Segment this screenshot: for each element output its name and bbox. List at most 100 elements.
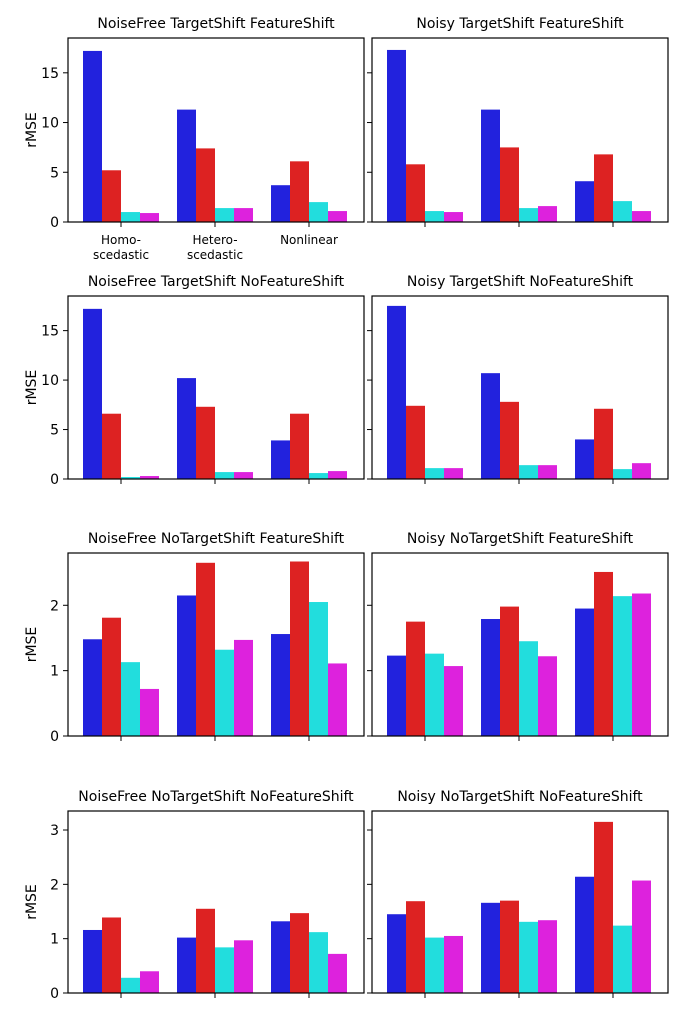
bar-series-4-group-1 xyxy=(140,971,159,993)
bar-series-3-group-3 xyxy=(613,596,632,736)
bar-series-2-group-1 xyxy=(406,405,425,479)
bar-series-3-group-1 xyxy=(425,211,444,222)
y-tick-label: 15 xyxy=(41,66,59,82)
panel-6: Noisy NoTargetShift FeatureShift xyxy=(367,531,669,741)
bar-series-2-group-3 xyxy=(290,913,309,993)
x-tick-label: Homo- xyxy=(101,233,141,247)
bar-series-1-group-3 xyxy=(271,634,290,736)
bar-series-1-group-3 xyxy=(271,921,290,993)
bar-series-4-group-2 xyxy=(538,206,557,222)
x-tick-label: Nonlinear xyxy=(280,233,338,247)
bar-series-4-group-2 xyxy=(234,208,253,222)
bar-series-2-group-3 xyxy=(594,408,613,479)
bar-series-1-group-1 xyxy=(387,914,406,993)
bar-series-1-group-2 xyxy=(177,378,196,479)
axes-frame xyxy=(67,810,365,994)
bar-series-4-group-1 xyxy=(140,476,159,479)
bar-series-1-group-3 xyxy=(575,608,594,736)
bar-series-4-group-3 xyxy=(632,880,651,993)
axes-frame xyxy=(371,810,669,994)
bar-series-3-group-1 xyxy=(425,653,444,736)
bar-series-3-group-3 xyxy=(613,925,632,993)
panel-5: NoiseFree NoTargetShift FeatureShift 0 1 2r… xyxy=(24,531,365,745)
bar-series-3-group-2 xyxy=(215,947,234,993)
bar-series-2-group-1 xyxy=(102,170,121,222)
bar-series-3-group-1 xyxy=(425,468,444,479)
bar-series-3-group-2 xyxy=(519,465,538,479)
bar-series-4-group-2 xyxy=(538,656,557,736)
bar-series-4-group-1 xyxy=(444,468,463,479)
bar-series-2-group-3 xyxy=(290,561,309,736)
bar-series-3-group-1 xyxy=(121,477,140,479)
y-tick-label: 0 xyxy=(50,729,59,745)
bar-series-1-group-3 xyxy=(575,876,594,993)
y-tick-label: 15 xyxy=(41,324,59,340)
bar-series-2-group-2 xyxy=(500,401,519,479)
bar-series-1-group-1 xyxy=(387,655,406,736)
axes-frame xyxy=(67,552,365,737)
y-tick-label: 2 xyxy=(50,598,59,614)
bar-series-1-group-2 xyxy=(481,373,500,479)
bar-series-2-group-1 xyxy=(406,164,425,222)
bar-series-4-group-3 xyxy=(632,211,651,222)
bar-series-2-group-3 xyxy=(290,161,309,222)
bar-series-3-group-3 xyxy=(309,602,328,736)
bar-series-2-group-3 xyxy=(594,154,613,222)
bar-series-1-group-3 xyxy=(271,440,290,479)
bar-series-1-group-1 xyxy=(387,305,406,479)
bar-series-2-group-3 xyxy=(594,571,613,736)
y-tick-label: 0 xyxy=(50,472,59,488)
bar-series-1-group-2 xyxy=(481,619,500,736)
bar-series-1-group-2 xyxy=(177,937,196,993)
bar-series-1-group-1 xyxy=(83,929,102,993)
bar-series-2-group-2 xyxy=(196,562,215,736)
bar-series-3-group-2 xyxy=(519,641,538,736)
bar-series-3-group-1 xyxy=(425,937,444,993)
panel-title: NoiseFree NoTargetShift FeatureShift xyxy=(88,531,345,547)
bar-series-4-group-2 xyxy=(538,465,557,479)
y-tick-label: 1 xyxy=(50,932,59,948)
panel-7: NoiseFree NoTargetShift NoFeatureShift 0 1… xyxy=(24,789,365,1002)
y-axis-label: rMSE xyxy=(24,112,40,148)
y-tick-label: 1 xyxy=(50,664,59,680)
bar-series-3-group-2 xyxy=(519,921,538,993)
y-tick-label: 2 xyxy=(50,877,59,893)
bar-series-1-group-3 xyxy=(271,185,290,222)
bar-series-4-group-1 xyxy=(444,666,463,736)
panel-title: Noisy NoTargetShift NoFeatureShift xyxy=(397,789,643,805)
y-axis-label: rMSE xyxy=(24,627,40,663)
bar-series-2-group-2 xyxy=(500,606,519,736)
x-tick-label: Hetero- xyxy=(192,233,237,247)
y-tick-label: 5 xyxy=(50,165,59,181)
panel-title: Noisy TargetShift FeatureShift xyxy=(416,16,624,32)
bar-series-4-group-2 xyxy=(234,472,253,479)
bar-series-3-group-1 xyxy=(121,662,140,736)
x-tick-label: scedastic xyxy=(187,248,243,262)
y-tick-label: 3 xyxy=(50,823,59,839)
panel-title: Noisy TargetShift NoFeatureShift xyxy=(407,274,634,290)
bar-series-4-group-3 xyxy=(632,463,651,479)
panel-title: NoiseFree NoTargetShift NoFeatureShift xyxy=(78,789,354,805)
panel-1: NoiseFree TargetShift FeatureShift Homo-s… xyxy=(24,16,365,262)
axes-frame xyxy=(371,552,669,737)
bar-series-3-group-3 xyxy=(309,932,328,993)
panel-4: Noisy TargetShift NoFeatureShift xyxy=(367,274,669,484)
bar-series-1-group-3 xyxy=(575,439,594,479)
bar-series-3-group-3 xyxy=(613,201,632,222)
y-axis-label: rMSE xyxy=(24,370,40,406)
bar-series-3-group-1 xyxy=(121,212,140,222)
bar-series-1-group-2 xyxy=(177,595,196,736)
bar-series-4-group-1 xyxy=(140,688,159,736)
y-tick-label: 5 xyxy=(50,423,59,439)
bar-series-2-group-3 xyxy=(290,413,309,479)
bar-series-1-group-1 xyxy=(83,50,102,223)
bar-series-4-group-3 xyxy=(328,211,347,222)
bar-series-3-group-2 xyxy=(215,649,234,736)
y-tick-label: 10 xyxy=(41,373,59,389)
y-tick-label: 10 xyxy=(41,116,59,132)
bar-series-2-group-1 xyxy=(102,413,121,479)
bar-series-2-group-1 xyxy=(102,617,121,736)
axes-frame xyxy=(371,295,669,480)
axes-frame xyxy=(371,37,669,223)
